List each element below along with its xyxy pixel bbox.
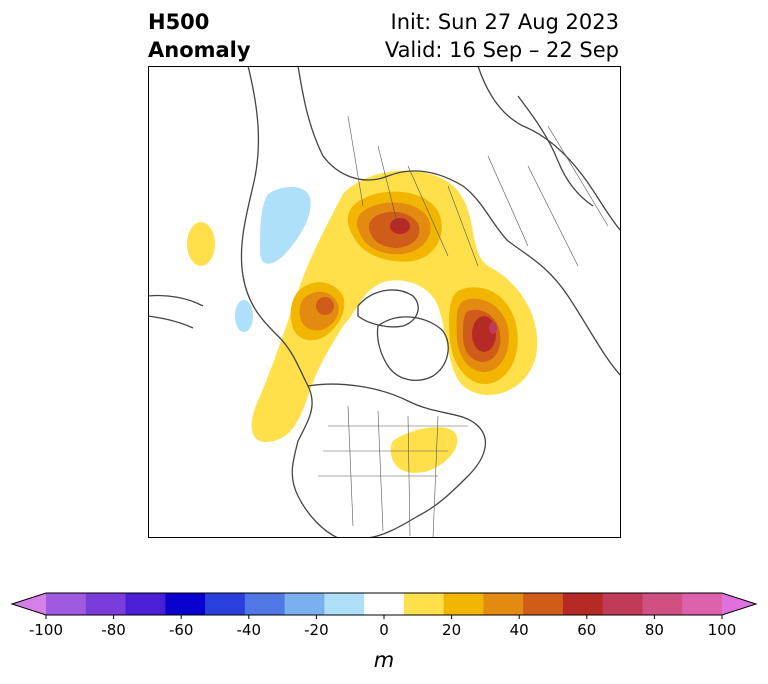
colorbar-segment — [483, 593, 524, 615]
colorbar-segment — [682, 593, 723, 615]
colorbar-segment — [165, 593, 206, 615]
colorbar-extend-low — [12, 593, 46, 615]
colorbar-tick-label: 80 — [645, 621, 664, 639]
colorbar-ticks: -100 -80 -60 -40 -20 0 20 40 60 80 100 — [29, 615, 736, 639]
colorbar-segment — [364, 593, 405, 615]
colorbar-tick-label: 60 — [577, 621, 596, 639]
negative-anomaly-pacific — [235, 300, 253, 332]
positive-anomaly-eastern-us — [390, 427, 458, 473]
colorbar-tick-label: -80 — [101, 621, 126, 639]
positive-anomaly-arc — [251, 170, 538, 442]
title-variable: H500 — [148, 10, 210, 34]
colorbar-tick-label: -60 — [169, 621, 194, 639]
colorbar-tick-label: 40 — [510, 621, 529, 639]
colorbar-segment — [403, 593, 445, 615]
colorbar-segments — [10, 592, 758, 616]
negative-anomaly-atlantic — [260, 186, 311, 264]
colorbar-tick-label: -20 — [304, 621, 329, 639]
colorbar-segment — [324, 593, 365, 615]
colorbar-segment — [125, 593, 166, 615]
colorbar-unit-label: m — [374, 648, 394, 672]
colorbar-tick-label: 20 — [442, 621, 461, 639]
colorbar-segment — [244, 593, 286, 615]
positive-anomaly-west-atlantic — [187, 222, 215, 266]
map-boundaries — [148, 66, 621, 538]
colorbar-tick-label: -40 — [237, 621, 262, 639]
colorbar-segment — [642, 593, 683, 615]
colorbar-segment — [284, 593, 325, 615]
title-valid: Valid: 16 Sep – 22 Sep — [384, 38, 619, 62]
title-init: Init: Sun 27 Aug 2023 — [390, 10, 619, 34]
title-anomaly: Anomaly — [148, 38, 251, 62]
colorbar: -100 -80 -60 -40 -20 0 20 40 60 80 100 m — [10, 592, 758, 672]
country-borders — [318, 115, 609, 538]
colorbar-extend-high — [722, 593, 756, 615]
colorbar-segment — [562, 593, 604, 615]
title-right: Init: Sun 27 Aug 2023 Valid: 16 Sep – 22… — [385, 8, 619, 64]
anomaly-map — [148, 66, 621, 538]
colorbar-segment — [46, 593, 87, 615]
map-frame — [148, 66, 621, 538]
colorbar-segment — [602, 593, 643, 615]
colorbar-tick-label: -100 — [29, 621, 63, 639]
colorbar-tick-label: 100 — [708, 621, 737, 639]
colorbar-segment — [443, 593, 484, 615]
map-background — [148, 66, 621, 538]
colorbar-segment — [523, 593, 564, 615]
colorbar-segment — [85, 593, 127, 615]
title-left: H500 Anomaly — [148, 8, 251, 64]
colorbar-tick-label: 0 — [379, 621, 389, 639]
colorbar-segment — [205, 593, 246, 615]
